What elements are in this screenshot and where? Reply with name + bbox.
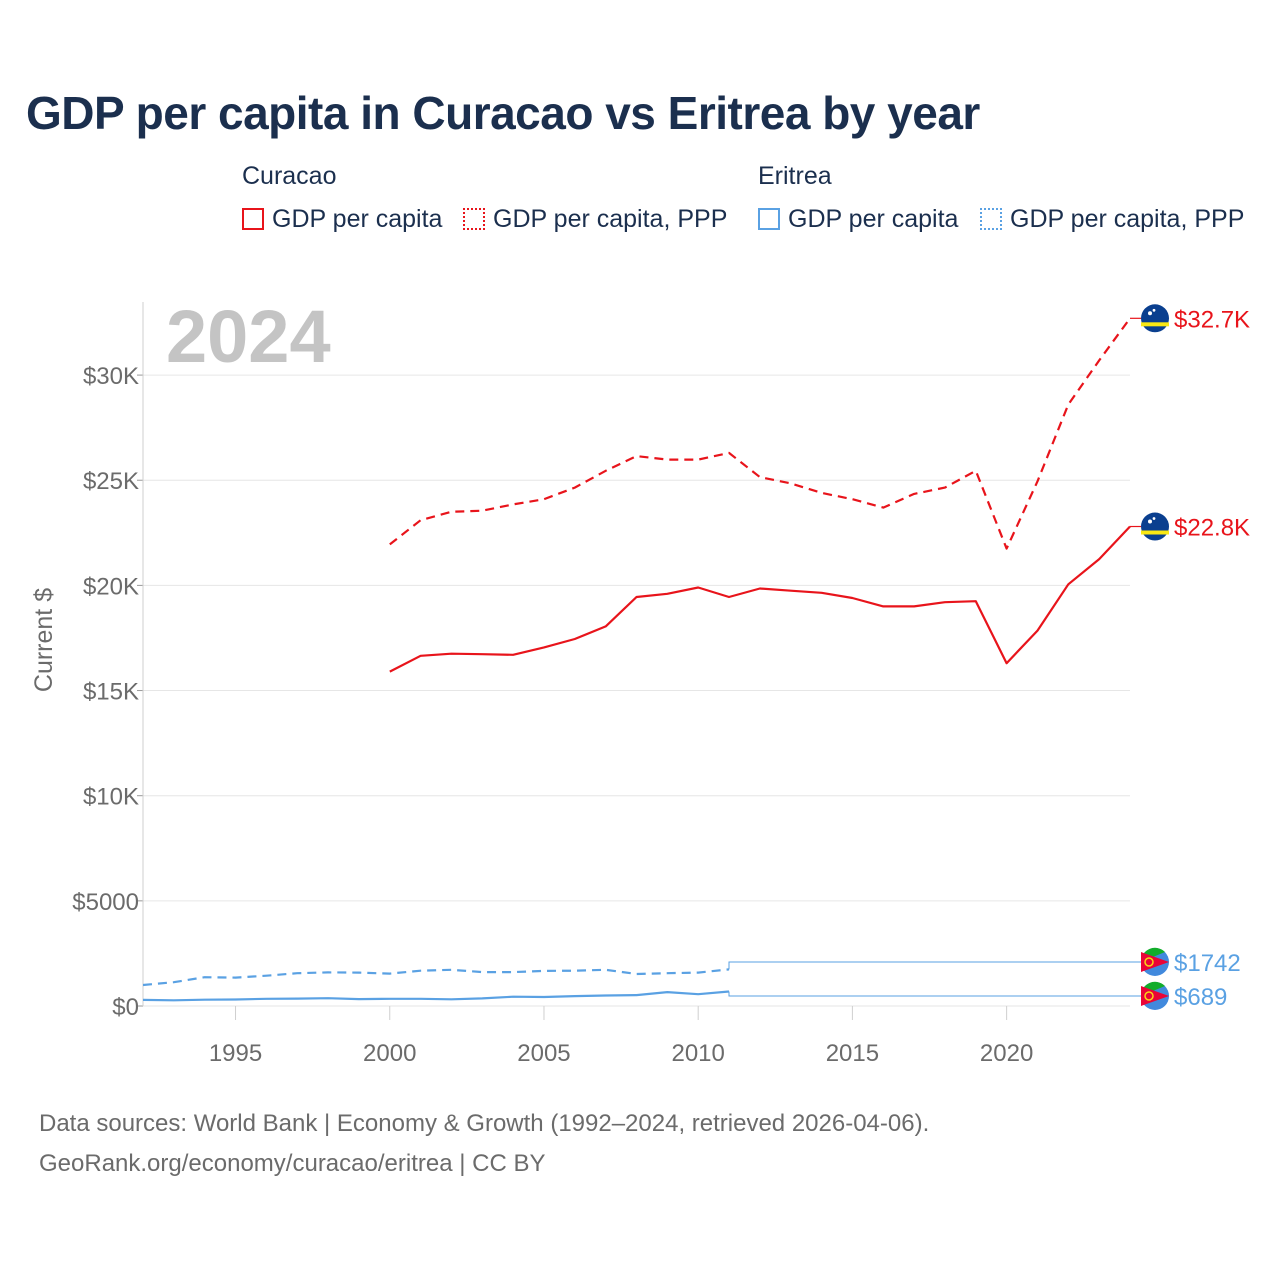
year-watermark: 2024 <box>166 295 331 378</box>
series-line <box>142 968 730 987</box>
legend-item-eritrea-gdp-ppp[interactable]: GDP per capita, PPP <box>980 203 1244 235</box>
legend-swatch-solid <box>758 208 780 230</box>
end-value-label: $32.7K <box>1174 306 1250 333</box>
legend-group-curacao: Curacao <box>242 162 337 190</box>
grid-layer <box>143 374 1130 1007</box>
flag-red <box>1141 986 1169 1006</box>
y-tick-label: $30K <box>83 363 139 390</box>
x-tick-label: 2010 <box>671 1040 724 1067</box>
legend-label: GDP per capita <box>272 204 443 233</box>
y-tick-label: $25K <box>83 468 139 495</box>
flag-emblem <box>1144 957 1154 967</box>
series-line <box>142 990 730 1002</box>
legend-item-eritrea-gdp[interactable]: GDP per capita <box>758 203 958 235</box>
curacao-flag-icon <box>1141 304 1169 333</box>
flag-base <box>1141 304 1169 333</box>
end-value-label: $689 <box>1174 984 1227 1011</box>
flag-emblem <box>1144 991 1154 1001</box>
flag-star <box>1148 519 1152 524</box>
flag-red <box>1141 952 1169 972</box>
x-tick-label: 2015 <box>826 1040 879 1067</box>
end-value-label: $22.8K <box>1174 515 1250 542</box>
series-layer <box>142 317 1131 1002</box>
credit-link[interactable]: GeoRank.org/economy/curacao/eritrea | CC… <box>39 1150 546 1177</box>
end-value-label: $1742 <box>1174 950 1241 977</box>
legend-label: GDP per capita, PPP <box>493 204 728 233</box>
flag-stripe <box>1141 322 1169 327</box>
x-tick-label: 2000 <box>363 1040 416 1067</box>
eritrea-flag-icon <box>1140 947 1169 976</box>
series-line <box>389 525 1131 673</box>
flag-star <box>1148 311 1152 316</box>
y-tick-label: $5000 <box>72 889 139 916</box>
y-tick-label: $0 <box>112 994 139 1021</box>
flag-stripe <box>1141 530 1169 535</box>
y-tick-label: $20K <box>83 573 139 600</box>
x-tick-label: 2005 <box>517 1040 570 1067</box>
page-title: GDP per capita in Curacao vs Eritrea by … <box>26 87 980 139</box>
label-connector <box>728 991 1141 997</box>
label-layer: $32.7K $22.8K $1742 $689 <box>728 304 1250 1011</box>
axis-layer: $0 $5000 $10K $15K $20K $25K $30K 1995 2000 2005 2… <box>72 302 1033 1067</box>
flag-base <box>1141 512 1169 541</box>
legend-swatch-solid <box>242 208 264 230</box>
flag-star <box>1152 308 1156 312</box>
data-sources-note: Data sources: World Bank | Economy & Gro… <box>39 1110 930 1137</box>
x-tick-label: 1995 <box>209 1040 262 1067</box>
y-tick-label: $10K <box>83 784 139 811</box>
curacao-flag-icon <box>1141 512 1169 541</box>
y-axis-title: Current $ <box>30 588 58 692</box>
series-line <box>389 317 1131 550</box>
y-tick-label: $15K <box>83 679 139 706</box>
legend-item-curacao-gdp[interactable]: GDP per capita <box>242 203 442 235</box>
label-connector <box>728 961 1141 970</box>
legend-label: GDP per capita, PPP <box>1010 204 1245 233</box>
eritrea-flag-icon <box>1140 981 1169 1010</box>
legend-item-curacao-gdp-ppp[interactable]: GDP per capita, PPP <box>463 203 727 235</box>
flag-star <box>1152 517 1156 520</box>
legend-swatch-dotted <box>980 208 1002 230</box>
x-tick-label: 2020 <box>980 1040 1033 1067</box>
legend-label: GDP per capita <box>788 204 959 233</box>
legend-group-eritrea: Eritrea <box>758 162 832 190</box>
footer: Data sources: World Bank | Economy & Gro… <box>39 1104 929 1184</box>
legend-swatch-dotted <box>463 208 485 230</box>
